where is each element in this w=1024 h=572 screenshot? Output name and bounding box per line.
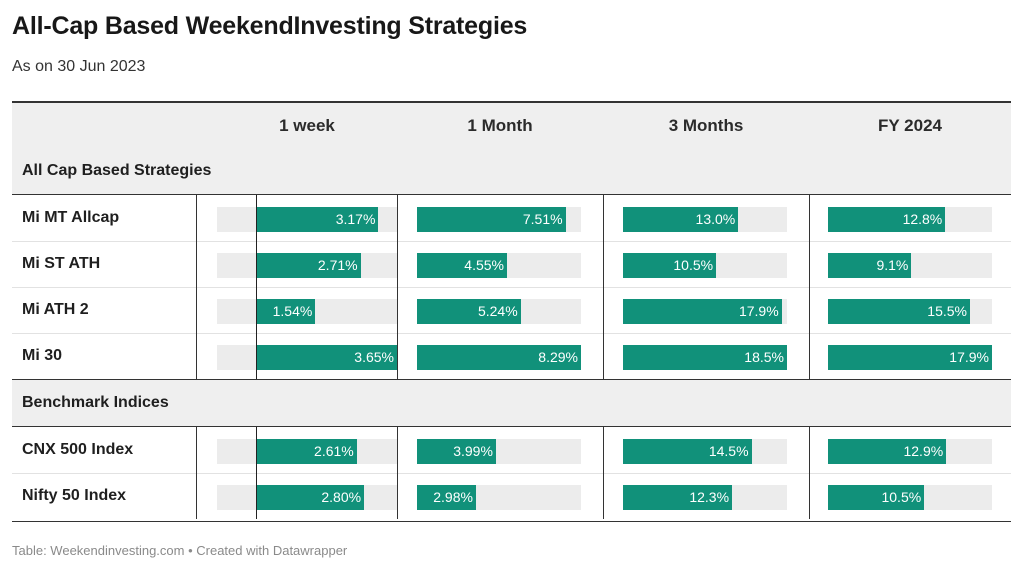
bar-1-month [417,485,476,510]
value-label-fy-2024: 12.9% [903,443,944,459]
bar-3-months [623,345,787,370]
value-label-3-months: 12.3% [689,489,730,505]
row-name: Mi 30 [22,347,63,364]
chart-title: All-Cap Based WeekendInvesting Strategie… [12,12,528,40]
value-label-1-month: 5.24% [477,303,518,319]
value-label-1-week: 3.65% [354,349,394,365]
bar-1-month [417,207,566,232]
table-row: Mi MT Allcap 3.17% 7.51% 13.0% 12.8% [12,195,1011,242]
value-label-1-week: 3.17% [335,211,376,227]
value-label-1-month: 2.98% [433,489,473,505]
bar-3-months [623,253,717,278]
value-label-3-months: 14.5% [708,443,749,459]
value-label-fy-2024: 15.5% [927,303,967,319]
column-header-fy-2024: FY 2024 [878,116,942,135]
group-separator [12,379,1011,380]
zero-baseline [256,427,257,519]
bar-fy-2024 [828,485,925,510]
returns-table: 1 week 1 Month 3 Months FY 2024 All Cap … [12,101,1011,522]
row-name: CNX 500 Index [22,441,134,458]
column-header-1-week: 1 week [279,116,335,135]
chart-subtitle: As on 30 Jun 2023 [12,58,146,75]
column-divider [196,195,197,379]
value-label-fy-2024: 12.8% [902,211,943,227]
bar-1-week [255,439,357,464]
value-label-fy-2024: 17.9% [949,349,989,365]
bar-3-months [623,207,739,232]
bar-fy-2024 [828,345,992,370]
column-divider [196,427,197,519]
table-row: Mi 30 3.65% 8.29% 18.5% 17.9% [12,333,1011,379]
bar-fy-2024 [828,207,946,232]
column-header-1-month: 1 Month [467,116,533,135]
bar-3-months [623,299,782,324]
bar-1-month [417,345,581,370]
bar-1-week [255,207,379,232]
group-label: All Cap Based Strategies [22,162,212,179]
bar-3-months [623,485,733,510]
row-name: Nifty 50 Index [22,487,127,504]
value-label-1-month: 7.51% [522,211,563,227]
value-label-1-week: 1.54% [272,303,313,319]
group-header: Benchmark Indices [12,380,1011,427]
value-label-3-months: 17.9% [738,303,779,319]
value-label-1-week: 2.61% [314,443,354,459]
column-divider [603,195,604,379]
column-divider [809,195,810,379]
row-name: Mi ST ATH [22,255,101,272]
bar-1-week [255,253,361,278]
table-row: Nifty 50 Index 2.80% 2.98% 12.3% 10.5% [12,473,1011,519]
bar-fy-2024 [828,299,970,324]
value-label-3-months: 10.5% [673,257,714,273]
value-label-fy-2024: 9.1% [876,257,909,273]
column-divider [397,427,398,519]
bar-1-month [417,439,496,464]
bar-1-month [417,299,521,324]
bar-fy-2024 [828,439,947,464]
value-label-1-week: 2.71% [317,257,358,273]
column-header-3-months: 3 Months [668,116,744,135]
column-divider [397,195,398,379]
group-label: Benchmark Indices [22,394,169,411]
value-label-1-month: 3.99% [453,443,493,459]
table-header: 1 week 1 Month 3 Months FY 2024 [12,103,1011,150]
value-label-3-months: 13.0% [695,211,736,227]
value-label-3-months: 18.5% [744,349,784,365]
bar-1-month [417,253,507,278]
group-header: All Cap Based Strategies [12,148,1011,195]
row-name: Mi ATH 2 [22,301,89,318]
zero-baseline [256,195,257,379]
value-label-1-month: 8.29% [538,349,578,365]
bar-1-week [255,345,397,370]
value-label-fy-2024: 10.5% [881,489,922,505]
table-row: CNX 500 Index 2.61% 3.99% 14.5% 12.9% [12,427,1011,474]
column-divider [603,427,604,519]
table-row: Mi ST ATH 2.71% 4.55% 10.5% 9.1% [12,241,1011,288]
value-label-1-week: 2.80% [321,489,362,505]
table-row: Mi ATH 2 1.54% 5.24% 17.9% 15.5% [12,287,1011,334]
column-divider [809,427,810,519]
table-footer: Table: Weekendinvesting.com • Created wi… [12,543,348,558]
bar-3-months [623,439,752,464]
bar-fy-2024 [828,253,912,278]
bar-1-week [255,485,365,510]
bar-1-week [255,299,316,324]
value-label-1-month: 4.55% [464,257,504,273]
row-name: Mi MT Allcap [22,209,120,226]
